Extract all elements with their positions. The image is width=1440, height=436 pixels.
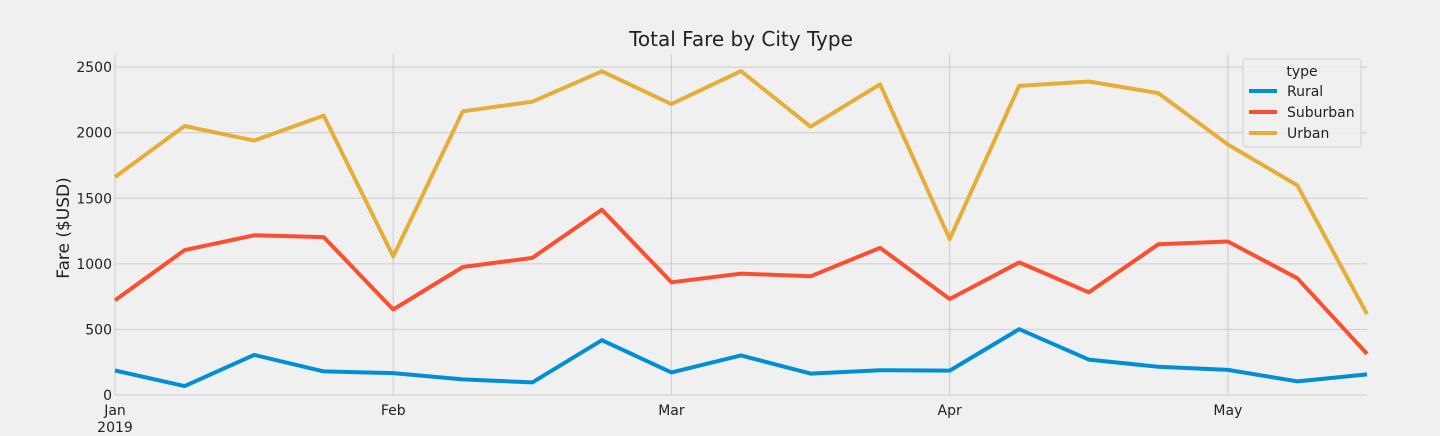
y-tick-label: 1000 <box>76 257 112 273</box>
legend-title: type <box>1286 64 1317 80</box>
legend-label-urban: Urban <box>1287 126 1329 142</box>
series-lines <box>113 69 1369 389</box>
legend-frame <box>1242 58 1362 148</box>
x-tick-label: Feb <box>381 403 406 419</box>
x-tick-sublabel: 2019 <box>97 420 133 432</box>
y-tick-label: 2000 <box>76 126 112 142</box>
y-tick-label: 500 <box>85 322 112 338</box>
y-tick-label: 0 <box>103 388 112 404</box>
legend-label-rural: Rural <box>1287 84 1323 100</box>
series-line-suburban <box>113 207 1369 356</box>
legend: type Rural Suburban Urban <box>1242 58 1362 148</box>
legend-label-suburban: Suburban <box>1287 105 1355 121</box>
grid <box>114 54 1367 396</box>
y-tick-label: 1500 <box>76 191 112 207</box>
y-axis: 0 500 1000 1500 2000 2500 <box>76 60 112 404</box>
x-tick-label: Mar <box>658 403 685 419</box>
chart-title: Total Fare by City Type <box>628 27 853 51</box>
series-line-urban <box>113 69 1369 316</box>
x-tick-label: May <box>1213 403 1242 419</box>
y-axis-label: Fare ($USD) <box>54 177 74 279</box>
x-tick-label: Apr <box>938 403 962 419</box>
y-tick-label: 2500 <box>76 60 112 76</box>
series-line-rural <box>114 327 1368 389</box>
x-tick-label: Jan <box>103 403 126 419</box>
